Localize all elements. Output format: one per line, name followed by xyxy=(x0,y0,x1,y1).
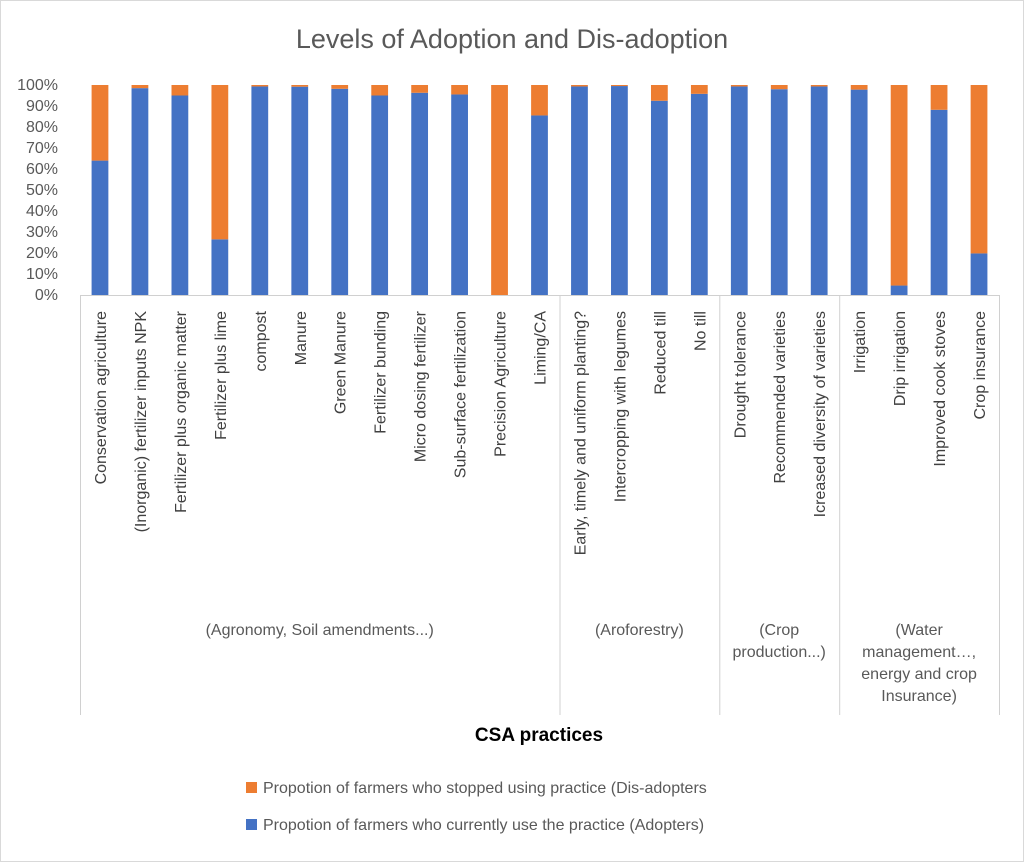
legend-label: Propotion of farmers who currently use t… xyxy=(263,817,704,834)
x-category-label: Crop insurance xyxy=(972,311,989,420)
x-category-label: Early, timely and uniform planting? xyxy=(573,311,590,555)
bar-adopters xyxy=(531,115,548,295)
y-tick-label: 30% xyxy=(26,224,58,241)
x-group-label: (Water management…, energy and crop Insuran… xyxy=(861,622,977,705)
bar-adopters xyxy=(171,95,189,295)
bar-adopters xyxy=(810,86,828,295)
x-category-label: Fertilizer plus organic matter xyxy=(173,310,190,513)
bar-adopters xyxy=(91,160,109,295)
legend-swatch xyxy=(246,782,257,793)
bar-adopters xyxy=(131,88,149,296)
legend: Propotion of farmers who stopped using p… xyxy=(246,780,707,834)
x-category-label: (Inorganic) fertilizer inputs NPK xyxy=(133,311,150,533)
x-category-label: Fertilizer bunding xyxy=(373,311,390,434)
bar-adopters xyxy=(650,100,668,295)
bar-dis-adopters xyxy=(91,85,109,161)
bar-dis-adopters xyxy=(251,85,269,87)
x-category-label: Precision Agriculture xyxy=(493,311,510,457)
y-tick-label: 20% xyxy=(26,245,58,262)
bar-adopters xyxy=(611,86,628,295)
bar-dis-adopters xyxy=(411,85,429,93)
bar-dis-adopters xyxy=(371,85,389,96)
y-tick-label: 100% xyxy=(17,77,58,94)
y-tick-label: 40% xyxy=(26,203,58,220)
x-category-label: Fertilizer plus lime xyxy=(213,311,230,440)
x-category-label: Drip irrigation xyxy=(892,311,909,406)
bar-dis-adopters xyxy=(291,85,309,87)
bar-dis-adopters xyxy=(531,85,548,116)
legend-label: Propotion of farmers who stopped using p… xyxy=(263,780,707,797)
bar-dis-adopters xyxy=(171,85,189,96)
bar-adopters xyxy=(411,92,429,296)
y-tick-label: 50% xyxy=(26,182,58,199)
bars xyxy=(80,85,999,296)
bar-adopters xyxy=(890,285,908,295)
y-tick-label: 90% xyxy=(26,98,58,115)
bar-dis-adopters xyxy=(211,85,229,240)
bar-adopters xyxy=(451,94,468,295)
bar-dis-adopters xyxy=(850,85,868,90)
bar-dis-adopters xyxy=(650,85,668,101)
x-axis-categories: Conservation agriculture (Inorganic) fert… xyxy=(93,310,989,555)
bar-dis-adopters xyxy=(770,85,788,90)
bar-adopters xyxy=(211,239,229,295)
bar-dis-adopters xyxy=(730,85,748,87)
bar-adopters xyxy=(571,86,588,295)
bar-dis-adopters xyxy=(611,85,628,87)
bar-dis-adopters xyxy=(810,85,828,87)
x-group-label: (Crop production...) xyxy=(733,622,826,661)
bar-dis-adopters xyxy=(690,85,708,94)
x-category-label: Micro dosing fertilizer xyxy=(413,310,430,462)
bar-adopters xyxy=(371,95,389,295)
y-tick-label: 0% xyxy=(35,287,58,304)
x-category-label: Green Manure xyxy=(333,311,350,414)
bar-adopters xyxy=(291,86,309,296)
y-axis: 0% 10% 20% 30% 40% 50% 60% 70% 80% 90% 100% xyxy=(17,77,58,304)
x-category-label: Irrigation xyxy=(852,311,869,373)
bar-dis-adopters xyxy=(890,85,908,286)
x-group-label: (Aroforestry) xyxy=(595,622,684,639)
bar-adopters xyxy=(850,89,868,296)
x-axis-title: CSA practices xyxy=(475,725,603,746)
x-category-label: Recommended varieties xyxy=(772,311,789,484)
x-category-label: compost xyxy=(253,310,270,371)
x-category-label: Liming/CA xyxy=(533,311,550,385)
bar-dis-adopters xyxy=(131,85,149,89)
bar-dis-adopters xyxy=(571,85,588,87)
x-group-label: (Agronomy, Soil amendments...) xyxy=(206,622,434,639)
y-tick-label: 60% xyxy=(26,161,58,178)
bar-adopters xyxy=(730,86,748,295)
x-category-label: Sub-surface fertilization xyxy=(453,311,470,478)
bar-adopters xyxy=(770,89,788,295)
bar-dis-adopters xyxy=(331,85,349,89)
x-category-label: Conservation agriculture xyxy=(93,311,110,485)
bar-adopters xyxy=(331,88,349,295)
bar-dis-adopters xyxy=(491,85,508,295)
bar-dis-adopters xyxy=(451,85,468,95)
x-category-label: No till xyxy=(692,311,709,351)
bar-adopters xyxy=(690,93,708,295)
y-tick-label: 70% xyxy=(26,140,58,157)
legend-swatch xyxy=(246,819,257,830)
x-category-label: Manure xyxy=(293,311,310,365)
bar-dis-adopters xyxy=(930,85,948,110)
chart-title: Levels of Adoption and Dis-adoption xyxy=(296,24,728,54)
x-category-label: Reduced till xyxy=(652,311,669,395)
x-axis-groups: (Agronomy, Soil amendments...) (Aroforest… xyxy=(80,295,1000,715)
x-category-label: Drought tolerance xyxy=(732,311,749,438)
x-category-label: Icreased diversity of varieties xyxy=(812,311,829,517)
bar-dis-adopters xyxy=(970,85,988,254)
bar-adopters xyxy=(251,86,269,295)
bar-adopters xyxy=(970,253,988,295)
y-tick-label: 80% xyxy=(26,119,58,136)
y-tick-label: 10% xyxy=(26,266,58,283)
x-category-label: Intercropping with legumes xyxy=(612,311,629,502)
bar-adopters xyxy=(930,109,948,295)
x-category-label: Improved cook stoves xyxy=(932,311,949,467)
